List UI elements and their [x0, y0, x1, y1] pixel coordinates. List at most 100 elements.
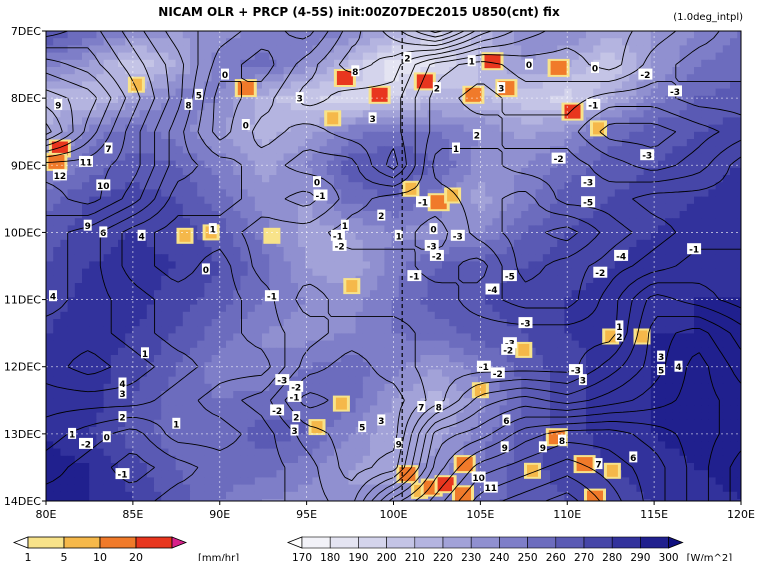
olr-cell: [103, 232, 112, 241]
olr-cell: [211, 189, 220, 198]
olr-cell: [593, 369, 601, 378]
olr-cell: [290, 146, 299, 154]
olr-cell: [247, 225, 256, 234]
olr-cell: [355, 297, 364, 306]
olr-cell: [60, 398, 69, 406]
olr-cell: [377, 103, 385, 111]
olr-cell: [586, 139, 594, 147]
olr-cell: [427, 95, 436, 104]
olr-cell: [586, 297, 594, 306]
olr-cell: [449, 182, 457, 190]
olr-cell: [542, 369, 551, 378]
olr-cell: [240, 59, 249, 68]
olr-cell: [269, 45, 277, 54]
olr-cell: [370, 340, 378, 349]
olr-cell: [362, 362, 371, 370]
olr-cell: [679, 196, 688, 205]
olr-cell: [722, 261, 731, 270]
olr-cell: [211, 110, 220, 118]
olr-cell: [550, 383, 558, 392]
olr-cell: [521, 218, 529, 226]
olr-cell: [247, 391, 256, 399]
olr-cell: [715, 74, 724, 82]
olr-cell: [110, 391, 119, 399]
olr-cell: [622, 369, 630, 378]
olr-cell: [492, 103, 501, 111]
olr-cell: [607, 81, 616, 90]
olr-cell: [514, 376, 522, 385]
olr-cell: [341, 326, 349, 334]
olr-cell: [600, 369, 609, 378]
olr-cell: [730, 319, 738, 327]
olr-cell: [542, 88, 551, 97]
olr-cell: [276, 391, 285, 399]
olr-cell: [593, 45, 601, 54]
olr-cell: [622, 211, 630, 219]
olr-cell: [672, 347, 681, 356]
olr-cell: [391, 283, 400, 291]
olr-cell: [578, 139, 587, 147]
olr-cell: [708, 376, 717, 385]
olr-cell: [362, 275, 371, 284]
olr-cell: [478, 196, 486, 205]
olr-cell: [154, 45, 162, 54]
olr-cell: [154, 52, 162, 61]
olr-cell: [557, 232, 565, 241]
olr-cell: [456, 376, 465, 385]
olr-cell: [478, 38, 486, 46]
olr-cell: [240, 218, 249, 226]
olr-cell: [442, 355, 450, 363]
olr-cell: [650, 261, 659, 270]
olr-cell: [470, 110, 479, 118]
olr-cell: [521, 160, 529, 169]
olr-cell: [737, 304, 741, 313]
olr-cell: [348, 218, 357, 226]
olr-cell: [715, 182, 724, 190]
olr-cell: [298, 153, 306, 162]
olr-cell: [686, 326, 695, 334]
olr-cell: [326, 383, 335, 392]
olr-cell: [722, 247, 731, 255]
olr-cell: [326, 88, 335, 97]
olr-cell: [290, 160, 299, 169]
olr-cell: [283, 124, 292, 133]
olr-cell: [276, 383, 285, 392]
olr-cell: [586, 88, 594, 97]
olr-cell: [355, 398, 364, 406]
olr-cell: [82, 304, 90, 313]
olr-cell: [672, 268, 681, 277]
olr-cell: [355, 117, 364, 126]
olr-cell: [154, 95, 162, 104]
olr-cell: [82, 376, 90, 385]
olr-cell: [161, 139, 169, 147]
olr-cell: [298, 362, 306, 370]
olr-cell: [427, 268, 436, 277]
olr-cell: [96, 59, 105, 68]
olr-cell: [60, 110, 69, 118]
olr-cell: [132, 247, 141, 255]
olr-cell: [514, 131, 522, 140]
olr-cell: [74, 131, 83, 140]
olr-cell: [650, 67, 659, 75]
olr-cell: [456, 167, 465, 176]
olr-cell: [607, 247, 616, 255]
olr-cell: [319, 67, 328, 75]
olr-cell: [60, 283, 69, 291]
olr-cell: [593, 52, 601, 61]
olr-cell: [168, 103, 177, 111]
olr-cell: [557, 146, 565, 154]
olr-cell: [211, 146, 220, 154]
olr-cell: [190, 59, 198, 68]
olr-cell: [607, 376, 616, 385]
olr-cell: [154, 139, 162, 147]
olr-cell: [103, 239, 112, 248]
olr-cell: [334, 88, 342, 97]
olr-cell: [319, 297, 328, 306]
olr-cell: [190, 175, 198, 183]
olr-cell: [521, 175, 529, 183]
olr-cell: [139, 203, 148, 212]
olr-cell: [398, 139, 407, 147]
olr-cell: [614, 275, 623, 284]
olr-cell: [175, 362, 184, 370]
olr-cell: [506, 131, 515, 140]
